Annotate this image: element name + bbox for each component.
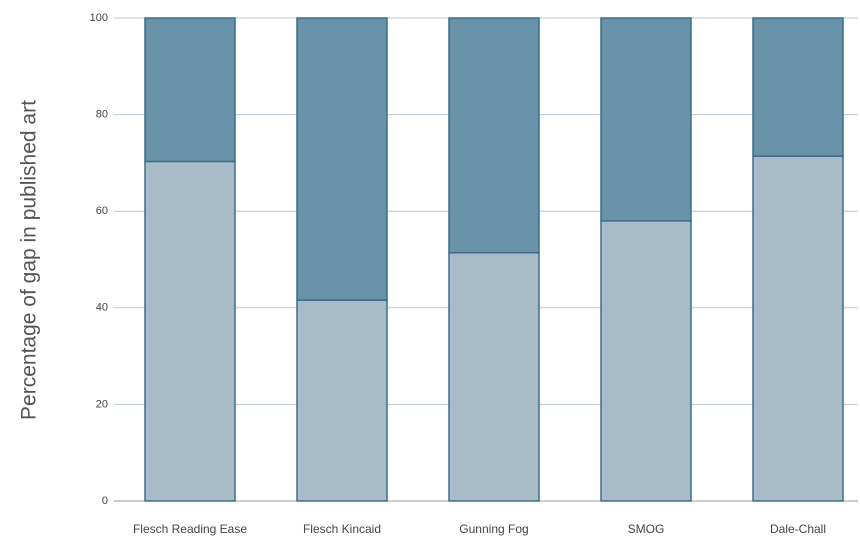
bar-segment (296, 299, 388, 502)
bar-segment (144, 17, 236, 163)
bar-segment (752, 155, 844, 502)
y-tick-label: 40 (96, 302, 108, 314)
x-tick-label: Flesch Reading Ease (133, 522, 247, 536)
y-axis-label: Percentage of gap in published art (18, 100, 41, 420)
bar-segment (144, 160, 236, 502)
bar-segment (448, 17, 540, 254)
y-tick-label: 60 (96, 205, 108, 217)
x-tick-label: Dale-Chall (770, 522, 826, 536)
x-tick-label: Flesch Kincaid (303, 522, 381, 536)
y-tick-label: 100 (90, 12, 108, 24)
bar-segment (296, 17, 388, 301)
bar-segment (752, 17, 844, 157)
x-tick-label: Gunning Fog (459, 522, 528, 536)
y-tick-label: 0 (102, 495, 108, 507)
bar-segment (600, 220, 692, 502)
x-tick-label: SMOG (628, 522, 665, 536)
bar-segment (600, 17, 692, 222)
y-tick-label: 20 (96, 398, 108, 410)
bar-segment (448, 251, 540, 502)
y-tick-label: 80 (96, 109, 108, 121)
